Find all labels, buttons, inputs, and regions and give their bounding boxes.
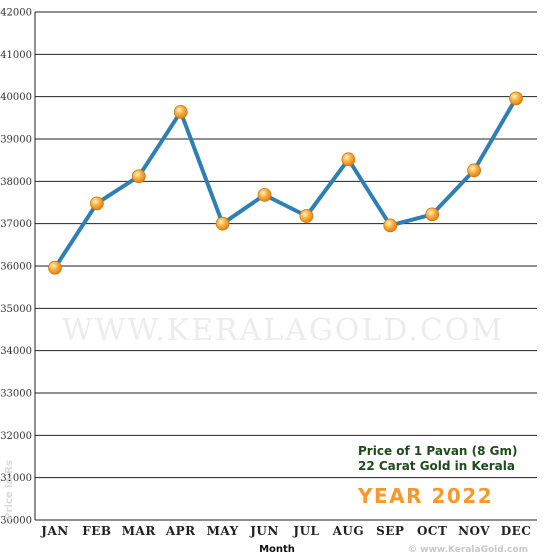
y-tick-label: 37000 xyxy=(0,219,32,230)
data-point-aug xyxy=(341,152,356,167)
x-tick-label: JAN xyxy=(40,524,68,538)
chart-note-line2: 22 Carat Gold in Kerala xyxy=(358,459,515,473)
data-point-jun xyxy=(257,187,272,202)
x-tick-label: JUL xyxy=(292,524,319,538)
site-credit: © www.KeralaGold.com xyxy=(408,545,528,555)
y-tick-label: 39000 xyxy=(0,135,32,146)
x-tick-label: JUN xyxy=(249,524,279,538)
y-tick-label: 31000 xyxy=(0,473,32,484)
x-tick-label: APR xyxy=(165,524,196,538)
x-tick-label: MAR xyxy=(122,524,157,538)
data-point-jan xyxy=(48,260,62,275)
y-tick-label: 34000 xyxy=(0,346,32,357)
series-line xyxy=(53,96,518,270)
y-tick-label: 42000 xyxy=(0,8,32,19)
watermark: WWW.KERALAGOLD.COM xyxy=(62,313,504,348)
data-point-oct xyxy=(425,207,440,222)
y-tick-label: 38000 xyxy=(0,177,32,188)
x-tick-label: NOV xyxy=(458,524,490,538)
data-point-sep xyxy=(383,218,398,233)
y-tick-label: 36000 xyxy=(0,262,32,273)
data-point-mar xyxy=(131,169,146,184)
y-tick-label: 32000 xyxy=(0,431,32,442)
y-tick-label: 41000 xyxy=(0,50,32,61)
data-point-nov xyxy=(467,163,481,178)
data-markers xyxy=(48,91,523,275)
y-tick-label: 33000 xyxy=(0,389,32,400)
year-label: YEAR 2022 xyxy=(357,484,493,508)
y-tick-label: 35000 xyxy=(0,304,32,315)
chart-note-line1: Price of 1 Pavan (8 Gm) xyxy=(358,444,518,458)
x-tick-label: OCT xyxy=(417,524,447,538)
data-point-apr xyxy=(173,105,188,119)
y-axis-ticks: 30000 31000 32000 33000 34000 35000 36000 37000… xyxy=(0,8,32,527)
x-tick-label: FEB xyxy=(82,524,111,538)
x-tick-label: DEC xyxy=(501,524,532,538)
y-tick-label: 30000 xyxy=(0,516,32,527)
x-tick-label: SEP xyxy=(376,524,404,538)
x-tick-label: MAY xyxy=(207,524,239,538)
data-point-jul xyxy=(299,209,314,223)
grid-layer xyxy=(34,11,537,521)
y-tick-label: 40000 xyxy=(0,92,32,103)
x-axis-ticks: JAN FEB MAR APR MAY JUN JUL AUG SEP OCT NOV DEC xyxy=(40,524,531,538)
x-axis-title: Month xyxy=(259,544,295,555)
data-point-feb xyxy=(90,196,104,211)
data-point-dec xyxy=(509,91,523,106)
x-tick-label: AUG xyxy=(332,524,365,538)
y-axis-title: Price in Rs xyxy=(4,460,15,520)
data-point-may xyxy=(215,216,230,231)
